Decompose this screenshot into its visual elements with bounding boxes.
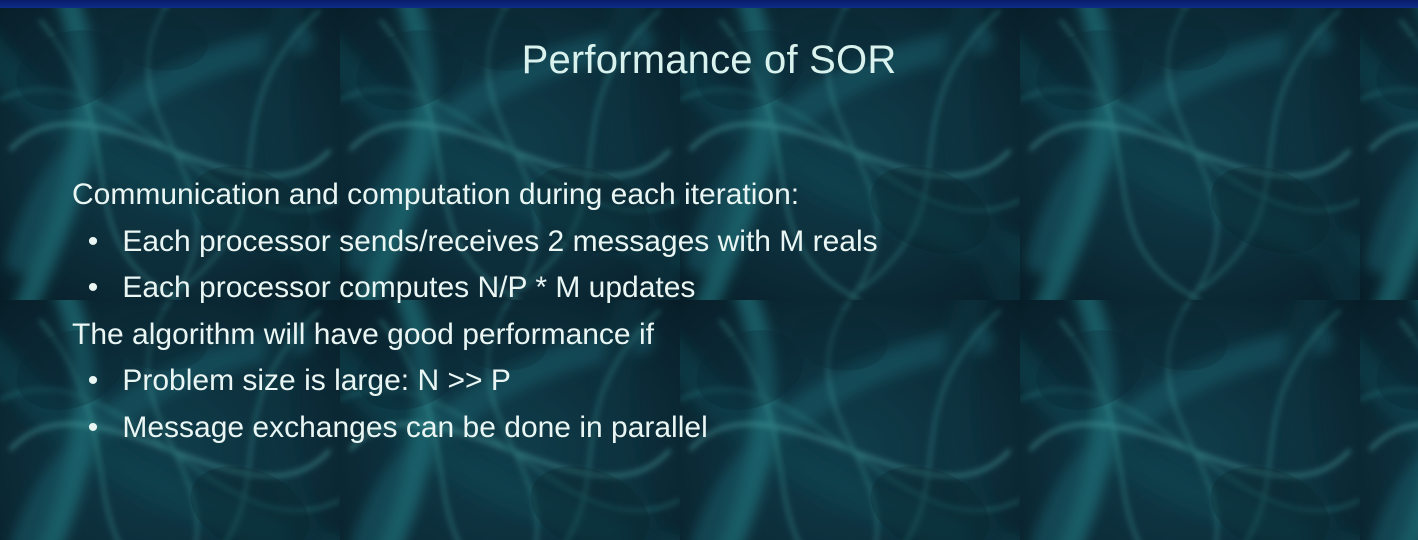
bullet-line: • Message exchanges can be done in paral…: [72, 405, 1358, 452]
bullet-line: • Problem size is large: N >> P: [72, 358, 1358, 405]
line-text: Communication and computation during eac…: [72, 178, 799, 211]
bullet-line: • Each processor computes N/P * M update…: [72, 265, 1358, 312]
bullet-text: Each processor sends/receives 2 messages…: [122, 225, 877, 258]
bullet-icon: •: [72, 265, 114, 312]
bullet-text: Problem size is large: N >> P: [122, 364, 511, 397]
bullet-line: • Each processor sends/receives 2 messag…: [72, 219, 1358, 266]
line-text: The algorithm will have good performance…: [72, 318, 654, 351]
slide-body: Communication and computation during eac…: [72, 172, 1358, 451]
slide: Performance of SOR Communication and com…: [0, 0, 1418, 540]
slide-title: Performance of SOR: [0, 38, 1418, 83]
bullet-icon: •: [72, 358, 114, 405]
body-text-line: Communication and computation during eac…: [72, 172, 1358, 219]
top-accent-bar: [0, 0, 1418, 8]
body-text-line: The algorithm will have good performance…: [72, 312, 1358, 359]
bullet-icon: •: [72, 405, 114, 452]
bullet-icon: •: [72, 219, 114, 266]
bullet-text: Message exchanges can be done in paralle…: [122, 411, 707, 444]
bullet-text: Each processor computes N/P * M updates: [122, 271, 695, 304]
